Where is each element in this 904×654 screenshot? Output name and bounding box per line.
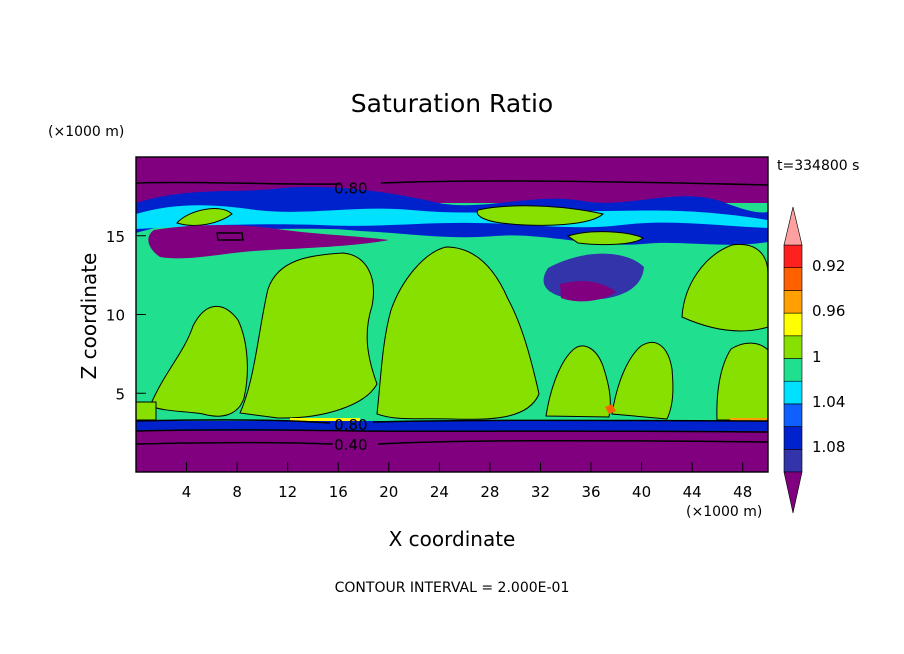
x-tick-label-11: 44 xyxy=(683,483,702,501)
yellow-surface-strip xyxy=(290,418,360,421)
colorbar-segment-7 xyxy=(783,312,803,337)
x-tick-label-7: 28 xyxy=(480,483,499,501)
lower-blue-band xyxy=(136,421,768,431)
cloud-plume-7 xyxy=(716,342,769,421)
contour-label-3: 0.40 xyxy=(334,436,367,454)
contour-label-1: 0.80 xyxy=(334,180,367,198)
upper-cyan-wisp xyxy=(136,205,768,229)
x-tick-label-3: 12 xyxy=(278,483,297,501)
contour-line-lower-mid xyxy=(135,429,769,433)
x-tick-label-5: 20 xyxy=(379,483,398,501)
cloud-plume-5 xyxy=(611,341,674,420)
cloud-plume-8 xyxy=(135,401,157,421)
plot-area: 0.80 0.80 0.40 xyxy=(135,156,769,473)
x-axis-ticks: 4 8 12 16 20 24 28 32 36 40 44 48 xyxy=(182,462,752,501)
x-tick-label-6: 24 xyxy=(430,483,449,501)
x-tick-label-4: 16 xyxy=(329,483,348,501)
y-tick-label-2: 10 xyxy=(106,307,125,325)
colorbar-top-arrow xyxy=(783,206,803,246)
colorbar-segment-4 xyxy=(783,380,803,405)
lower-purple-band xyxy=(136,431,768,472)
colorbar-segment-8 xyxy=(783,290,803,314)
x-tick-label-9: 36 xyxy=(581,483,600,501)
x-tick-label-1: 4 xyxy=(182,483,192,501)
colorbar-segment-6 xyxy=(783,335,803,359)
time-label: t=334800 s xyxy=(777,158,859,174)
x-tick-label-8: 32 xyxy=(531,483,550,501)
colorbar-segment-1 xyxy=(783,448,803,473)
x-axis-label: X coordinate xyxy=(389,527,516,551)
colorbar-label-3: 1 xyxy=(812,348,822,366)
y-unit-label: (×1000 m) xyxy=(48,124,124,140)
y-tick-label-1: 5 xyxy=(115,385,125,403)
x-tick-label-10: 40 xyxy=(632,483,651,501)
upper-purple-inclusion xyxy=(148,224,389,259)
y-axis-label: Z coordinate xyxy=(77,253,101,380)
contour-line-top xyxy=(135,180,769,186)
y-tick-label-3: 15 xyxy=(106,228,125,246)
colorbar-segment-10 xyxy=(783,244,803,269)
colorbar-label-5: 1.08 xyxy=(812,438,845,456)
cloud-plume-2 xyxy=(239,252,378,419)
red-spot xyxy=(605,404,616,414)
cloud-plume-6 xyxy=(681,243,769,332)
cloud-plume-4 xyxy=(545,345,611,418)
colorbar-label-1: 0.92 xyxy=(812,257,845,275)
colorbar-segment-2 xyxy=(783,426,803,450)
colorbar-segment-3 xyxy=(783,403,803,427)
colorbar-segment-5 xyxy=(783,358,803,382)
upper-contour-box xyxy=(216,232,244,241)
x-unit-label: (×1000 m) xyxy=(686,504,762,520)
upper-green-patch-3 xyxy=(566,231,644,246)
cloud-plume-1 xyxy=(149,305,248,417)
upper-green-patch-1 xyxy=(176,208,233,226)
y-axis-ticks: 5 10 15 xyxy=(106,228,146,403)
contour-line-mid xyxy=(135,419,769,424)
contour-interval-label: CONTOUR INTERVAL = 2.000E-01 xyxy=(335,580,570,596)
colorbar-label-4: 1.04 xyxy=(812,393,845,411)
upper-green-patch-2 xyxy=(476,205,605,226)
x-tick-label-12: 48 xyxy=(733,483,752,501)
chart-title: Saturation Ratio xyxy=(351,89,553,118)
upper-right-inner xyxy=(560,281,616,302)
contour-line-low xyxy=(135,439,769,445)
x-tick-label-2: 8 xyxy=(232,483,242,501)
cloud-plume-3 xyxy=(376,246,540,420)
colorbar-label-2: 0.96 xyxy=(812,302,845,320)
colorbar: 0.92 0.96 1 1.04 1.08 xyxy=(783,206,845,514)
colorbar-bottom-arrow xyxy=(783,471,803,514)
contour-label-2: 0.80 xyxy=(334,416,367,434)
colorbar-segment-9 xyxy=(783,267,803,291)
